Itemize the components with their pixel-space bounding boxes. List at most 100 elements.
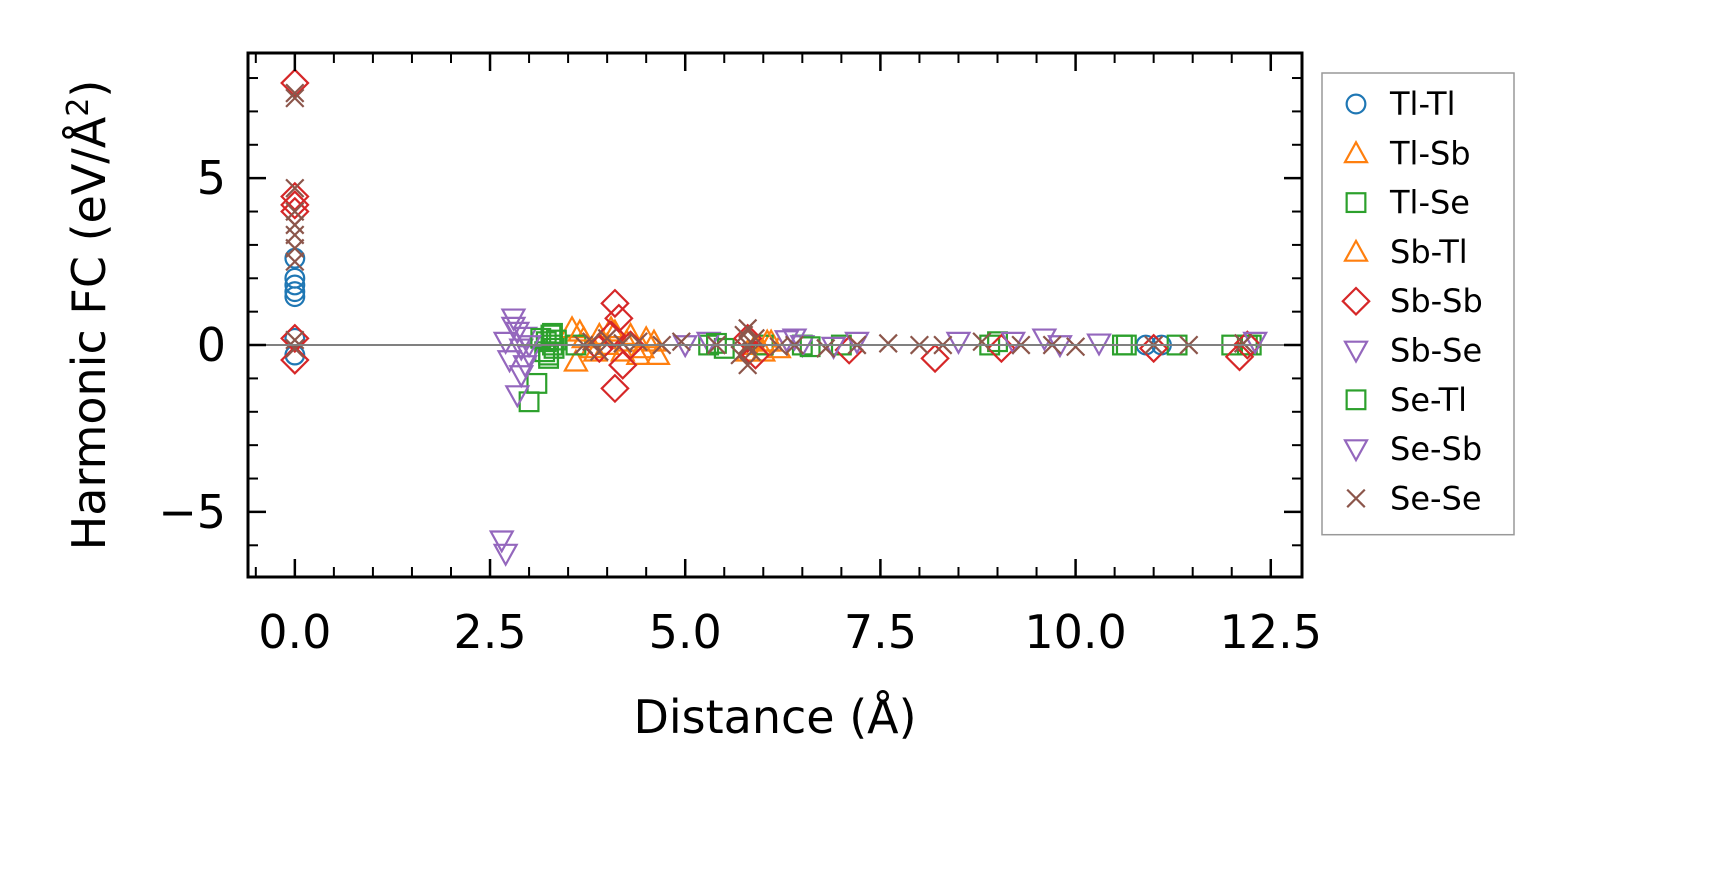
tick-labels: 0.0 2.5 5.0 7.5 10.0 12.5 −5 0 5 [158, 151, 1322, 659]
x-tick-label: 7.5 [844, 605, 917, 659]
y-tick-label: 0 [197, 318, 226, 372]
legend-marker [1343, 340, 1369, 364]
data-point [492, 543, 519, 567]
x-tick-label: 12.5 [1220, 605, 1322, 659]
data-point [986, 333, 1017, 364]
x-tick-label: 10.0 [1024, 605, 1126, 659]
legend-item: Se-Tl [1345, 381, 1467, 419]
data-marks [280, 68, 1269, 567]
legend-item: Se-Se [1346, 479, 1482, 517]
data-point [285, 215, 305, 235]
data-point [1233, 333, 1254, 353]
legend-label: Sb-Tl [1390, 233, 1468, 271]
legend: Tl-Tl Tl-Sb Tl-Se Sb-Tl Sb-Sb Sb-Se Se-Tl Se-Sb… [1321, 72, 1515, 536]
data-point [1066, 337, 1086, 357]
data-point [633, 325, 660, 349]
y-axis-title-end: ) [62, 80, 116, 98]
legend-item: Tl-Tl [1345, 85, 1455, 123]
legend-marker [1341, 286, 1371, 316]
data-point [284, 281, 306, 303]
data-point [488, 530, 515, 554]
data-point [600, 288, 630, 319]
data-point [280, 323, 310, 354]
data-point [628, 332, 648, 352]
data-point [740, 340, 771, 370]
data-point [773, 330, 800, 354]
x-axis-title: Distance (Å) [633, 690, 916, 744]
data-point [671, 332, 691, 352]
legend-label: Tl-Tl [1389, 85, 1455, 123]
plot-area-frame [246, 51, 1304, 579]
data-point [769, 337, 789, 357]
legend-marker [1343, 140, 1369, 164]
data-point [542, 322, 563, 344]
data-point [563, 348, 589, 372]
data-point [530, 327, 552, 349]
data-point [844, 331, 870, 355]
data-point [1232, 330, 1263, 360]
data-point [1242, 331, 1269, 355]
legend-marker [1345, 93, 1367, 115]
series-se-se [285, 83, 1254, 375]
data-point [284, 274, 306, 296]
data-point [799, 336, 821, 358]
legend-item: Tl-Se [1345, 184, 1470, 222]
y-tick-label: −5 [158, 485, 226, 539]
data-point [604, 303, 634, 334]
legend-label: Se-Se [1390, 479, 1482, 517]
data-point [512, 355, 539, 379]
legend-label: Sb-Se [1390, 332, 1482, 370]
data-point [738, 318, 758, 338]
legend-item: Se-Sb [1343, 430, 1482, 468]
x-tick-label: 5.0 [649, 605, 722, 659]
x-tick-label: 0.0 [258, 605, 331, 659]
data-point [559, 315, 585, 339]
data-point [600, 373, 630, 404]
legend-label: Se-Tl [1390, 381, 1467, 419]
legend-label: Sb-Sb [1390, 282, 1483, 320]
data-point [284, 247, 306, 269]
data-point [816, 338, 836, 358]
data-point [285, 225, 305, 245]
legend-marker [1346, 488, 1366, 508]
data-point [732, 323, 763, 354]
series-tl-tl [284, 247, 1172, 366]
y-axis-title-main: Harmonic FC (eV/Å [62, 116, 116, 550]
y-axis-title: Harmonic FC (eV/Å2) [61, 80, 117, 551]
data-point [504, 385, 531, 409]
data-point [920, 343, 950, 374]
legend-label: Se-Sb [1390, 430, 1482, 468]
legend-label: Tl-Sb [1389, 134, 1471, 172]
y-tick-label: 5 [197, 151, 226, 205]
series-se-tl [530, 322, 1137, 369]
data-point [878, 333, 898, 353]
legend-marker [1345, 389, 1367, 411]
data-point [508, 365, 535, 389]
data-point [613, 333, 633, 353]
data-point [280, 190, 310, 220]
data-point [672, 335, 699, 359]
data-point [500, 308, 527, 332]
data-point [284, 286, 306, 308]
data-point [945, 331, 972, 355]
data-point [730, 345, 750, 365]
data-point [285, 238, 305, 258]
y-axis-title-superscript: 2 [61, 98, 96, 117]
data-point [500, 316, 527, 340]
data-point [285, 178, 305, 198]
data-point [285, 88, 305, 108]
data-point [1224, 341, 1255, 372]
legend-item: Tl-Sb [1343, 134, 1471, 172]
legend-marker [1343, 238, 1369, 262]
data-point [496, 350, 523, 374]
data-point [581, 332, 602, 352]
legend-marker [1343, 439, 1369, 463]
data-point [586, 321, 613, 345]
legend-item: Sb-Tl [1343, 233, 1468, 271]
data-point [1138, 333, 1169, 364]
data-point [285, 83, 305, 103]
data-point [738, 355, 758, 375]
data-point [285, 201, 305, 222]
data-point [972, 332, 992, 352]
